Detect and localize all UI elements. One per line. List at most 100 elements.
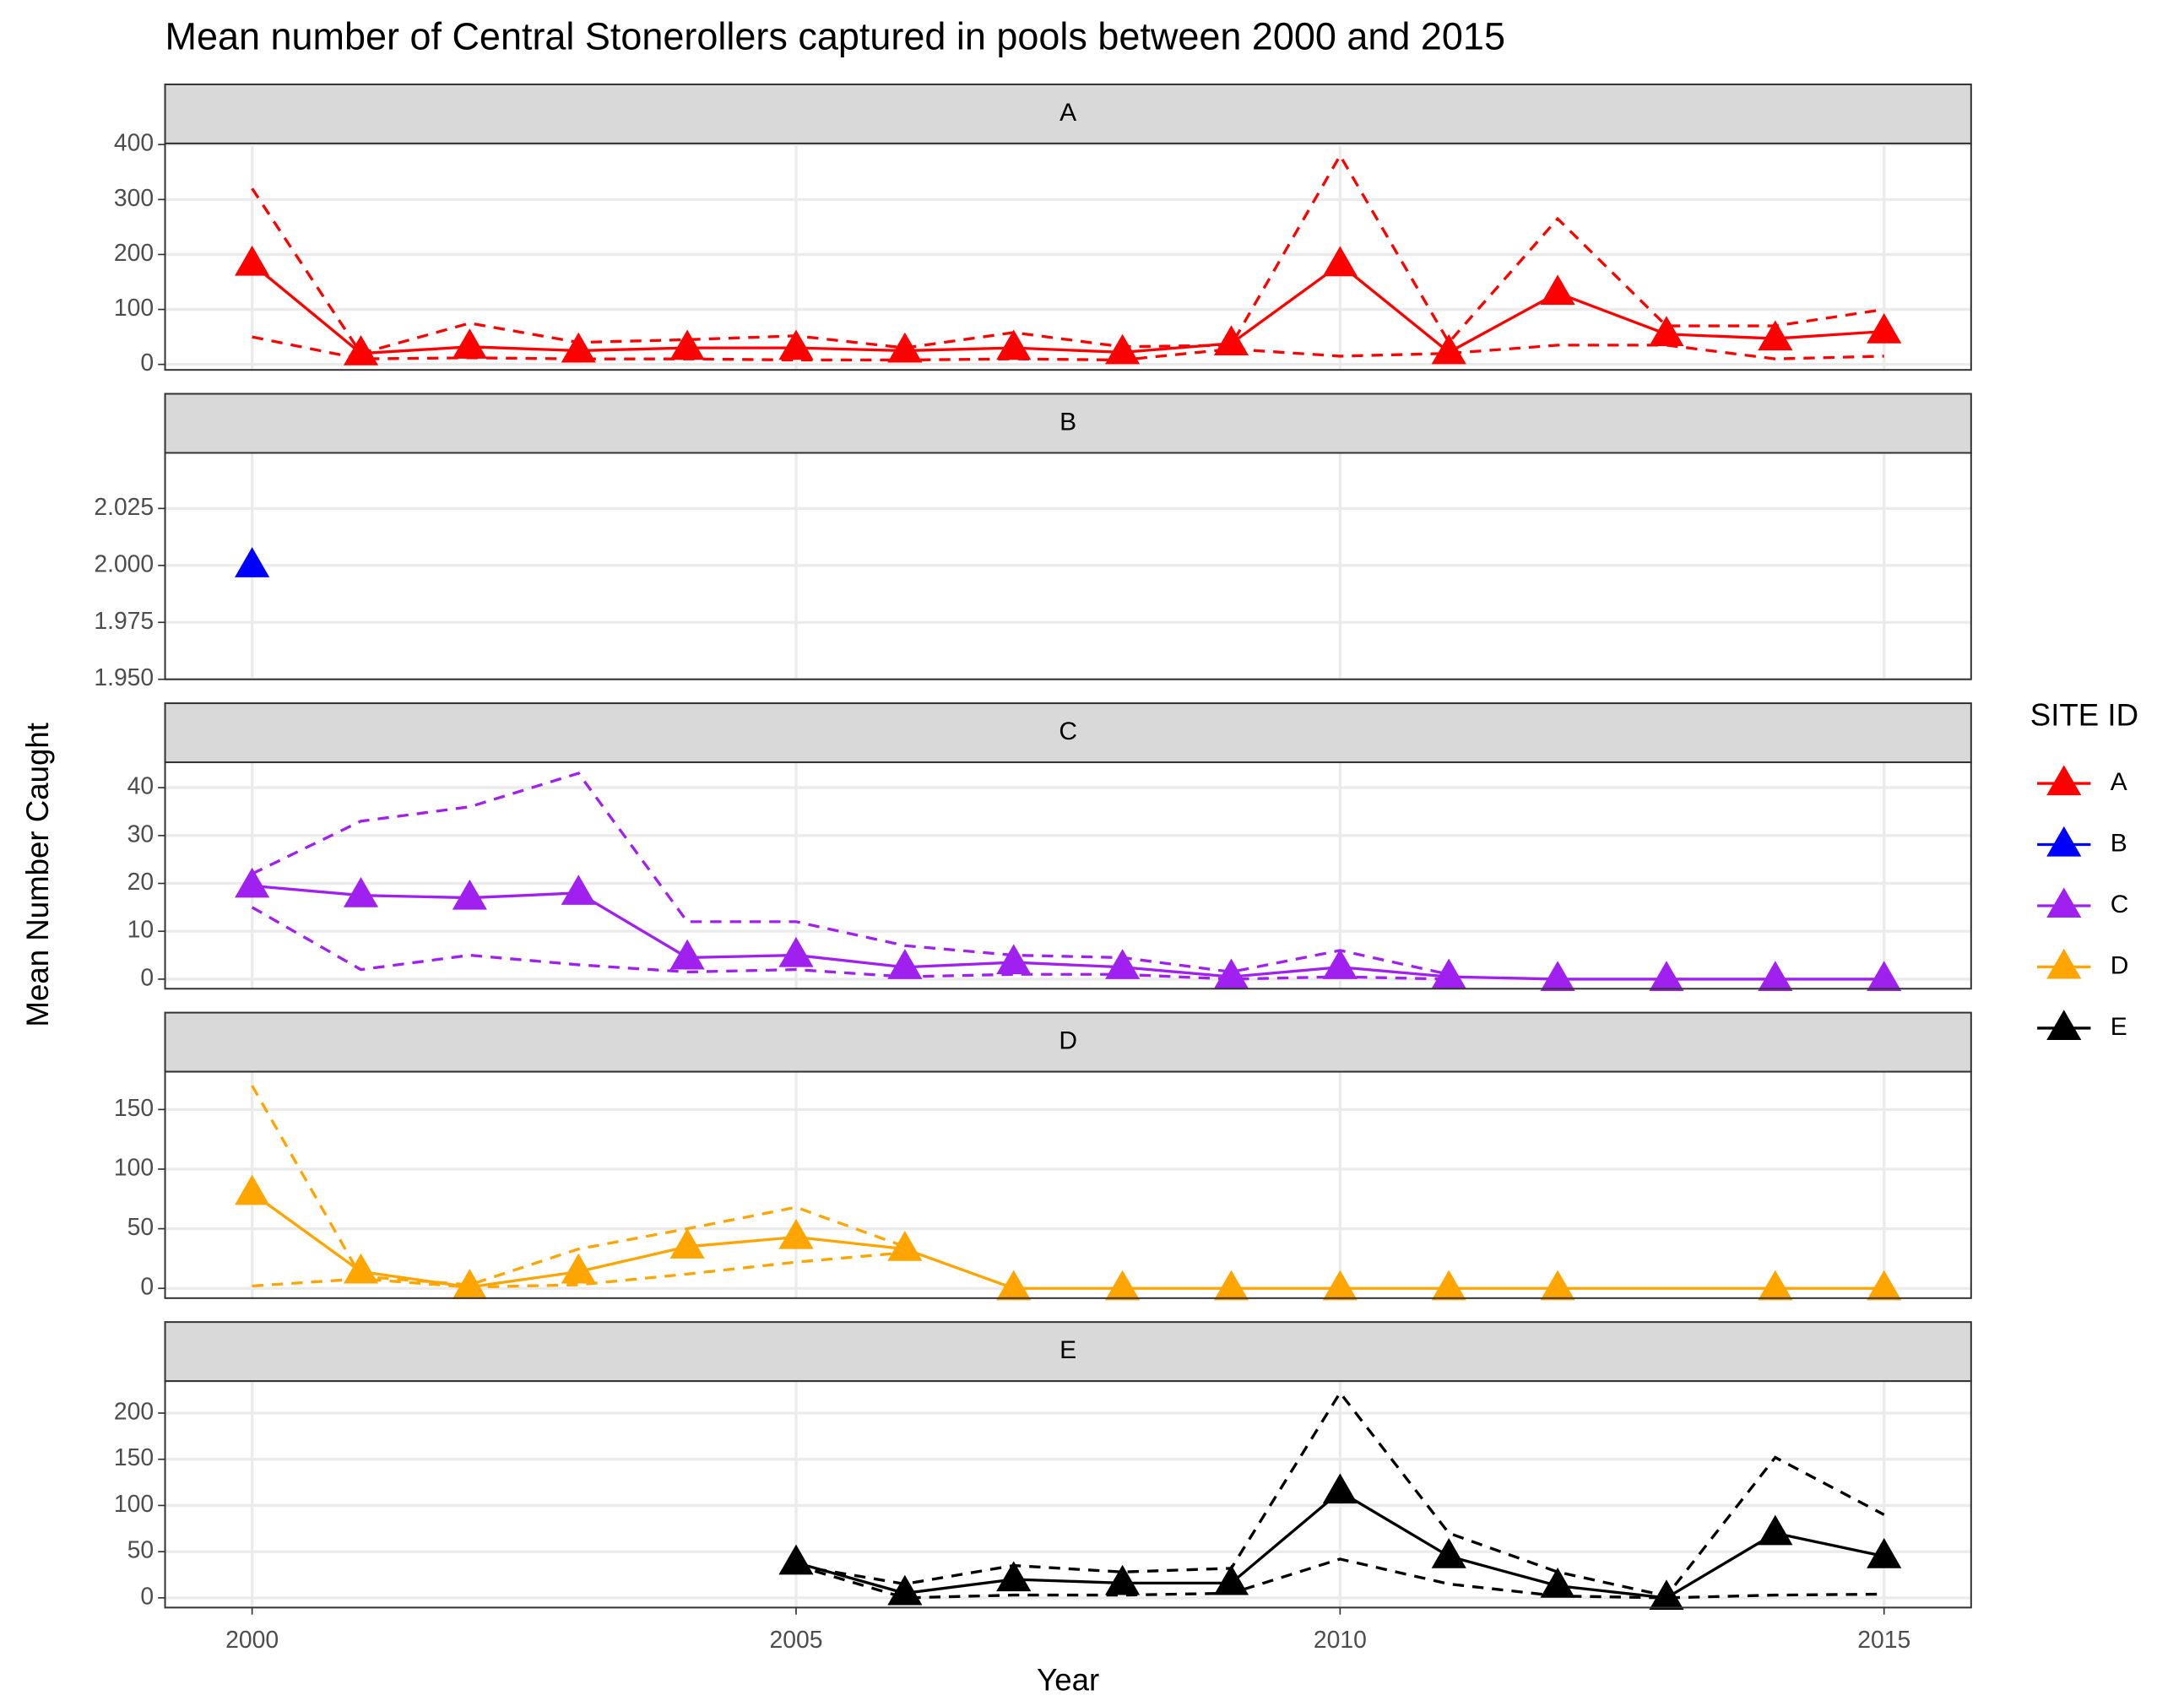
y-tick-label: 0	[140, 1274, 154, 1301]
point	[1105, 1270, 1141, 1301]
point	[1540, 961, 1575, 992]
legend-label: D	[2111, 951, 2129, 979]
point	[778, 936, 814, 967]
point	[561, 1253, 596, 1284]
legend-symbol	[2046, 826, 2082, 857]
chart-title: Mean number of Central Stonerollers capt…	[165, 15, 1505, 58]
point	[452, 328, 487, 359]
point	[235, 245, 270, 276]
point	[996, 1270, 1032, 1301]
point	[561, 332, 596, 363]
strip-label: A	[1059, 99, 1076, 127]
y-tick-label: 2.000	[94, 550, 154, 577]
point	[1540, 274, 1575, 306]
legend-label: C	[2111, 891, 2129, 918]
y-tick-label: 0	[140, 349, 154, 376]
y-tick-label: 150	[114, 1095, 154, 1122]
point	[996, 1561, 1032, 1592]
point	[1322, 949, 1358, 979]
legend-symbol	[2046, 1010, 2082, 1041]
point	[669, 329, 705, 360]
y-tick-label: 0	[140, 964, 154, 991]
panel	[165, 1381, 1971, 1608]
point	[1431, 333, 1466, 365]
strip-label: E	[1059, 1336, 1076, 1364]
point	[669, 939, 705, 970]
lower-line	[251, 906, 1450, 981]
point	[1213, 1564, 1249, 1595]
legend-symbol	[2046, 948, 2082, 979]
legend-label: A	[2111, 768, 2127, 796]
point	[1105, 949, 1141, 979]
point	[1867, 1537, 1902, 1568]
point	[1649, 1579, 1684, 1610]
point	[778, 1218, 814, 1249]
point	[1649, 316, 1684, 346]
legend-label: E	[2111, 1013, 2127, 1041]
point	[887, 332, 923, 363]
upper-line	[251, 772, 1450, 976]
point	[1431, 958, 1466, 989]
upper-line	[251, 152, 1884, 355]
point	[1322, 1473, 1358, 1504]
point	[1540, 1270, 1575, 1301]
point	[1758, 320, 1793, 351]
x-tick-label: 2000	[225, 1627, 279, 1654]
y-tick-label: 10	[127, 917, 154, 944]
lower-line	[252, 335, 1884, 362]
x-tick-label: 2015	[1857, 1627, 1910, 1654]
x-axis-label: Year	[1037, 1662, 1099, 1697]
y-axis-label: Mean Number Caught	[20, 723, 55, 1027]
point	[1213, 325, 1249, 356]
point	[887, 949, 923, 979]
point	[1105, 333, 1141, 365]
lower-line	[795, 1557, 1884, 1600]
y-tick-label: 2.025	[94, 494, 154, 521]
y-tick-label: 100	[114, 1491, 154, 1518]
point	[1322, 1270, 1358, 1301]
strip-label: B	[1059, 408, 1076, 436]
point	[1867, 961, 1902, 992]
point	[1867, 1270, 1902, 1301]
legend-symbol	[2046, 887, 2082, 918]
y-tick-label: 40	[127, 773, 154, 800]
point	[1213, 958, 1249, 989]
y-tick-label: 20	[127, 869, 154, 896]
point	[1540, 1567, 1575, 1598]
y-tick-label: 100	[114, 1154, 154, 1181]
panel-border	[164, 452, 1972, 680]
point	[235, 1174, 270, 1205]
y-tick-label: 100	[114, 295, 154, 322]
y-tick-label: 0	[140, 1583, 154, 1610]
point	[1649, 961, 1684, 992]
point	[669, 1228, 705, 1259]
y-tick-label: 150	[114, 1444, 154, 1471]
point	[452, 879, 487, 910]
point	[1431, 1270, 1466, 1301]
legend-symbol	[2046, 765, 2082, 796]
strip	[164, 702, 1972, 764]
y-tick-label: 1.950	[94, 664, 154, 691]
y-tick-label: 200	[114, 240, 154, 267]
point	[1213, 1270, 1249, 1301]
y-tick-label: 50	[127, 1537, 154, 1564]
y-tick-label: 1.975	[94, 608, 154, 635]
y-tick-label: 200	[114, 1398, 154, 1425]
x-tick-label: 2005	[770, 1627, 823, 1654]
point	[1431, 1537, 1466, 1568]
panel-border	[164, 761, 1972, 990]
point	[1867, 312, 1902, 344]
mean-line	[252, 884, 1884, 981]
point	[343, 334, 379, 366]
point	[343, 1253, 379, 1284]
upper-line	[795, 1390, 1885, 1598]
point	[887, 1230, 923, 1261]
point	[996, 329, 1032, 360]
point	[452, 1269, 487, 1299]
y-tick-label: 400	[114, 130, 154, 157]
mean-line	[251, 263, 1884, 355]
y-tick-label: 30	[127, 821, 154, 848]
panel-border	[164, 1380, 1972, 1609]
point	[561, 875, 596, 905]
